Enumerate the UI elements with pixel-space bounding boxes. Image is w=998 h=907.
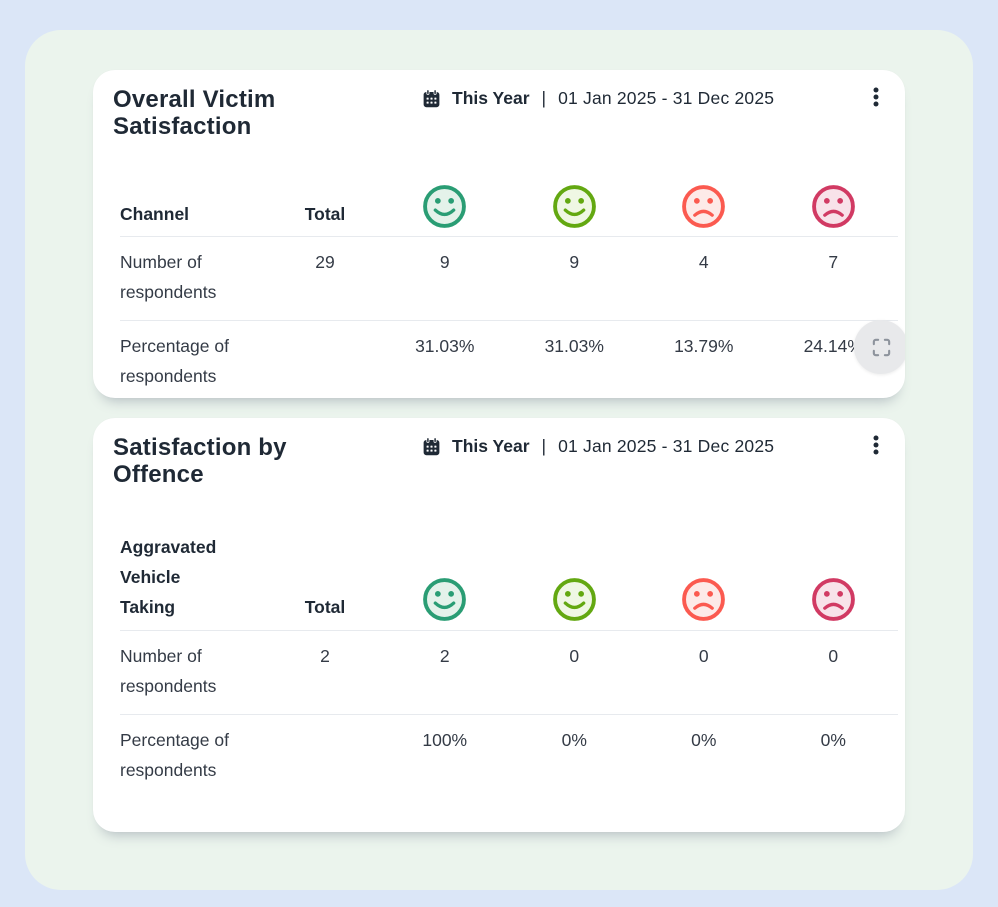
date-preset-label: This Year	[452, 436, 530, 456]
date-separator: |	[541, 436, 547, 456]
kebab-menu-icon[interactable]	[863, 434, 889, 464]
table-row: Number of respondents 2 2 0 0 0	[120, 631, 898, 715]
cell-value: 7	[828, 252, 839, 272]
table-header-row: Channel Total	[120, 184, 898, 237]
expand-fullscreen-icon[interactable]	[854, 320, 905, 374]
column-header-total: Total	[304, 597, 346, 617]
cell-value: 0%	[561, 730, 587, 750]
table-row: Percentage of respondents 100% 0% 0% 0%	[120, 715, 898, 798]
table-row: Percentage of respondents 31.03% 31.03% …	[120, 321, 898, 398]
table-row: Number of respondents 29 9 9 4 7	[120, 237, 898, 321]
date-separator: |	[541, 88, 547, 108]
card-header: Overall Victim Satisfaction	[93, 86, 905, 140]
row-label: Percentage of respondents	[120, 730, 229, 780]
cell-value: 9	[569, 252, 580, 272]
card-title-text: Satisfaction by Offence	[113, 434, 287, 488]
cell-value: 4	[698, 252, 709, 272]
cell-value: 0%	[820, 730, 846, 750]
kebab-menu-icon[interactable]	[863, 86, 889, 116]
date-preset-label: This Year	[452, 88, 530, 108]
calendar-icon	[421, 436, 442, 457]
cell-value: 2	[439, 646, 450, 666]
column-header-face-1	[380, 184, 510, 229]
cell-value: 100%	[422, 730, 468, 750]
date-range-text: 01 Jan 2025 - 31 Dec 2025	[558, 88, 775, 108]
column-header-face-4	[769, 184, 899, 229]
column-header-total: Total	[304, 204, 346, 224]
date-range-filter[interactable]: This Year | 01 Jan 2025 - 31 Dec 2025	[413, 436, 855, 457]
column-header-face-3	[639, 577, 769, 622]
satisfaction-table: Channel Total Number of respondents 29 9…	[120, 184, 898, 398]
dissatisfied-face-icon	[681, 577, 726, 622]
total-value: 29	[315, 252, 335, 272]
card-title: Satisfaction by Offence	[113, 434, 413, 488]
column-header-face-4	[769, 577, 899, 622]
card-title-text: Overall Victim Satisfaction	[113, 86, 276, 140]
satisfaction-table: Aggravated Vehicle Taking Total Number o…	[120, 532, 898, 798]
column-header-label: Channel	[120, 204, 190, 224]
row-label: Number of respondents	[120, 646, 217, 696]
very-dissatisfied-face-icon	[811, 184, 856, 229]
column-header-face-2	[510, 577, 640, 622]
column-header-face-3	[639, 184, 769, 229]
total-value: 2	[320, 646, 330, 666]
card-overall-victim-satisfaction: Overall Victim Satisfaction	[93, 70, 905, 398]
cell-value: 31.03%	[415, 336, 475, 356]
cell-value: 31.03%	[544, 336, 604, 356]
calendar-icon	[421, 88, 442, 109]
dissatisfied-face-icon	[681, 184, 726, 229]
table-header-row: Aggravated Vehicle Taking Total	[120, 532, 898, 631]
column-header-label: Aggravated Vehicle Taking	[120, 537, 217, 617]
very-satisfied-face-icon	[422, 577, 467, 622]
date-range-filter[interactable]: This Year | 01 Jan 2025 - 31 Dec 2025	[413, 88, 855, 109]
date-range-text: 01 Jan 2025 - 31 Dec 2025	[558, 436, 775, 456]
card-header: Satisfaction by Offence	[93, 434, 905, 488]
column-header-face-1	[380, 577, 510, 622]
cell-value: 0	[569, 646, 580, 666]
card-satisfaction-by-offence: Satisfaction by Offence	[93, 418, 905, 832]
satisfied-face-icon	[552, 184, 597, 229]
card-title: Overall Victim Satisfaction	[113, 86, 413, 140]
very-satisfied-face-icon	[422, 184, 467, 229]
dashboard-panel: Overall Victim Satisfaction	[25, 30, 973, 890]
cell-value: 0%	[691, 730, 717, 750]
row-label: Number of respondents	[120, 252, 217, 302]
very-dissatisfied-face-icon	[811, 577, 856, 622]
cell-value: 0	[828, 646, 839, 666]
cell-value: 0	[698, 646, 709, 666]
cell-value: 13.79%	[674, 336, 734, 356]
column-header-face-2	[510, 184, 640, 229]
satisfied-face-icon	[552, 577, 597, 622]
row-label: Percentage of respondents	[120, 336, 229, 386]
cell-value: 24.14%	[803, 336, 863, 356]
cell-value: 9	[439, 252, 450, 272]
